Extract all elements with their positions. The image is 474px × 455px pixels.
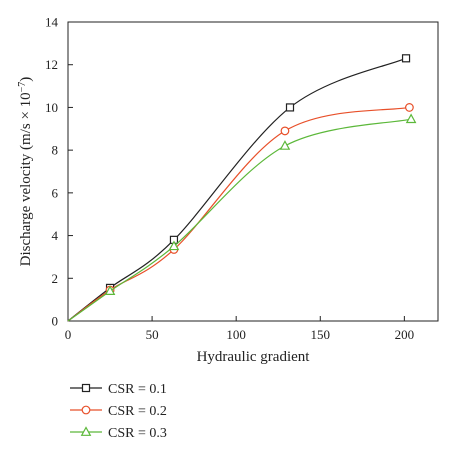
series-line	[67, 57, 407, 322]
legend-item: CSR = 0.2	[70, 404, 167, 419]
x-tick-label: 0	[65, 327, 72, 342]
data-point	[405, 103, 414, 112]
legend-marker	[81, 405, 91, 415]
series-line	[67, 106, 410, 322]
y-tick-label: 12	[45, 57, 58, 72]
legend-marker	[81, 383, 91, 393]
data-point	[280, 126, 290, 136]
legend-label: CSR = 0.3	[108, 426, 167, 441]
series-3	[67, 113, 417, 322]
plot-border	[67, 21, 439, 322]
series-line	[67, 118, 412, 322]
y-axis-label: Discharge velocity (m/s × 10−7)	[17, 77, 35, 267]
x-tick-label: 150	[311, 327, 331, 342]
y-tick-label: 10	[45, 100, 58, 115]
data-point	[401, 54, 411, 63]
data-point	[405, 113, 417, 124]
data-point	[104, 285, 116, 295]
data-point	[168, 240, 180, 251]
x-axis-label: Hydraulic gradient	[197, 349, 311, 365]
y-tick-label: 8	[52, 143, 59, 158]
x-tick-label: 50	[146, 327, 159, 342]
legend-marker	[80, 426, 92, 436]
y-tick-label: 2	[52, 271, 59, 286]
legend-label: CSR = 0.1	[108, 382, 167, 397]
y-tick-label: 0	[52, 314, 59, 329]
data-point	[285, 103, 295, 112]
legend-item: CSR = 0.1	[70, 382, 167, 397]
y-axis-ticks: 0 2 4 6 8 10 12 14	[45, 15, 73, 329]
y-tick-label: 6	[52, 185, 59, 200]
y-axis-label-end: )	[18, 77, 34, 82]
series-layer	[67, 54, 417, 322]
y-tick-label: 4	[52, 228, 59, 243]
y-axis-label-exponent: −7	[17, 82, 28, 93]
series-1	[67, 54, 411, 322]
x-axis-ticks: 0 50 100 150 200	[65, 316, 414, 342]
plot-frame	[67, 21, 439, 322]
y-tick-label: 14	[45, 15, 59, 30]
x-tick-label: 100	[226, 327, 246, 342]
x-tick-label: 200	[395, 327, 415, 342]
data-point	[279, 140, 291, 150]
y-axis-label-main: Discharge velocity (m/s × 10	[18, 92, 34, 266]
legend-item: CSR = 0.3	[70, 426, 167, 441]
series-2	[67, 103, 414, 322]
legend-label: CSR = 0.2	[108, 404, 167, 419]
legend: CSR = 0.1 CSR = 0.2 CSR = 0.3	[70, 382, 167, 441]
